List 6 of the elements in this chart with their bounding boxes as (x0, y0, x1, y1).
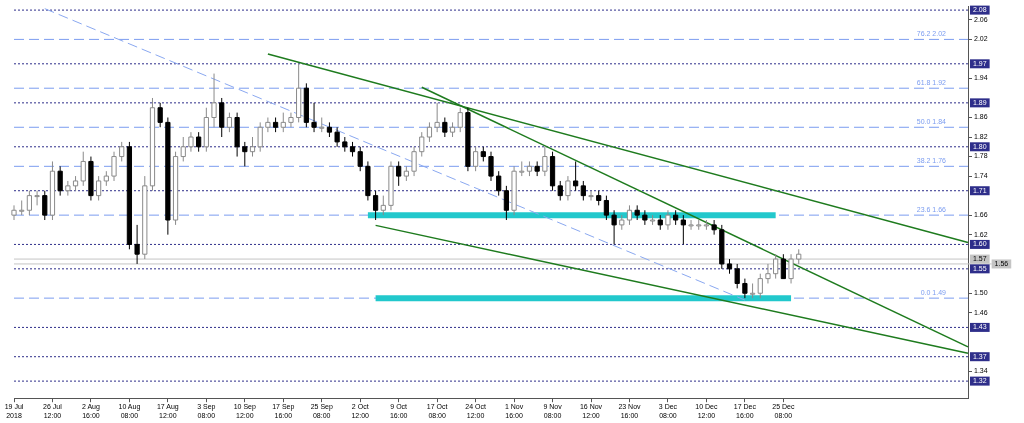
candlestick (488, 151, 494, 182)
candlestick (288, 112, 294, 128)
candlestick (111, 151, 117, 182)
candlestick (211, 73, 217, 128)
candlestick (465, 107, 471, 172)
candlestick (411, 146, 417, 177)
